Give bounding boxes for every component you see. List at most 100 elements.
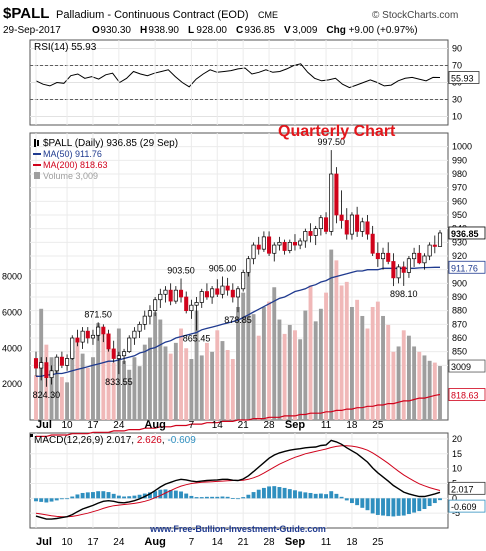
volume-bar <box>199 355 204 420</box>
macd-current-badge <box>448 481 486 495</box>
macd-tick-label: 15 <box>452 449 462 459</box>
macd-histogram-bar <box>44 498 49 503</box>
volume-bar <box>163 346 168 420</box>
macd-tick-label: 10 <box>452 464 462 474</box>
x-tick-label: Sep <box>285 419 305 431</box>
price-tick-label: 990 <box>452 155 467 165</box>
x-tick-label: 11 <box>321 537 332 548</box>
price-annotation: 878.85 <box>224 315 252 325</box>
price-tick-label: 890 <box>452 292 467 302</box>
candle-body <box>33 358 39 369</box>
macd-histogram-bar <box>324 494 328 499</box>
volume-bar <box>324 292 328 420</box>
candle-body <box>44 362 49 378</box>
price-annotation: 865.45 <box>183 334 211 344</box>
macd-histogram-bar <box>406 498 411 515</box>
rsi-tick-label: 30 <box>452 95 462 105</box>
x-tick-label: Aug <box>144 419 165 431</box>
candle-body <box>204 291 209 298</box>
macd-histogram-bar <box>80 492 85 499</box>
macd-legend-icon <box>30 434 33 437</box>
volume-bar <box>406 335 411 420</box>
macd-histogram-bar <box>91 492 95 499</box>
macd-histogram-bar <box>153 491 158 499</box>
volume-bar <box>334 260 339 420</box>
candle-body <box>417 252 422 264</box>
candle-body <box>360 221 365 232</box>
macd-histogram-bar <box>236 498 240 500</box>
candle-body <box>386 252 391 262</box>
volume-bar <box>91 357 95 420</box>
candle-body <box>215 288 220 295</box>
candle-body <box>344 220 349 235</box>
macd-histogram-bar <box>422 498 427 509</box>
volume-bar <box>210 351 215 420</box>
quote-label: H <box>140 25 147 36</box>
volume-bar <box>194 310 199 420</box>
candle-body <box>355 214 360 232</box>
candle-body <box>334 173 339 216</box>
candle-body <box>241 272 246 290</box>
symbol-title: $PALL <box>3 5 49 22</box>
macd-histogram-bar <box>179 491 183 499</box>
volume-bar <box>256 335 261 420</box>
instrument-name: Palladium - Continuous Contract (EOD) <box>56 9 249 21</box>
candle-body <box>194 302 199 306</box>
volume-bar <box>370 306 375 420</box>
price-tick-label: 950 <box>452 210 467 220</box>
price-annotation: 871.50 <box>84 309 112 319</box>
candle-body <box>391 261 396 279</box>
volume-bar <box>241 292 246 420</box>
macd-title-text: MACD(12,26,9) 2.017, 2.626, -0.609 <box>34 435 196 446</box>
quote-label: L <box>188 25 194 36</box>
volume-bar <box>344 281 349 420</box>
candle-body <box>437 232 443 247</box>
macd-tick-label: 20 <box>452 434 462 444</box>
candle-body <box>313 228 318 236</box>
volume-bar <box>225 350 230 420</box>
volume-bar <box>153 312 158 420</box>
volume-bar <box>261 306 266 420</box>
macd-histogram-bar <box>199 497 204 499</box>
rsi-tick-label: 90 <box>452 44 462 54</box>
x-tick-label: Jul <box>36 419 52 431</box>
price-annotation: 997.50 <box>317 137 345 147</box>
price-annotation: 898.10 <box>390 289 418 299</box>
exchange-label: CME <box>258 10 278 20</box>
candle-body <box>132 330 137 339</box>
candle-body <box>287 241 292 251</box>
rsi-chart: 103050709055.93 <box>30 44 480 122</box>
macd-histogram-bar <box>127 496 132 499</box>
volume-bar <box>432 362 437 420</box>
legend-entry: MA(50) 911.76 <box>43 149 102 159</box>
macd-histogram-bar <box>251 492 256 499</box>
candle-body <box>329 173 334 232</box>
legend-volume-icon <box>34 172 40 179</box>
candle-body <box>308 231 313 236</box>
macd-histogram-bar <box>215 496 220 499</box>
price-annotation: 824.30 <box>33 390 61 400</box>
x-tick-label: 14 <box>212 537 224 548</box>
macd-histogram-bar <box>365 498 370 511</box>
price-tick-label: 880 <box>452 306 467 316</box>
macd-chart: -5051015202.017-0.609 <box>30 434 486 520</box>
volume-bar <box>85 367 90 420</box>
candle-body <box>277 241 282 246</box>
rsi-tick-label: 70 <box>452 61 462 71</box>
candle-body <box>298 240 303 246</box>
macd-current-label: 2.017 <box>451 484 474 494</box>
volume-bar <box>267 301 272 420</box>
ma200-current-label: 818.63 <box>451 391 479 401</box>
macd-hist-current-label: -0.609 <box>451 502 477 512</box>
volume-bar <box>277 319 282 420</box>
x-tick-label: 7 <box>189 537 195 548</box>
candle-body <box>137 323 142 332</box>
macd-histogram-bar <box>267 486 272 499</box>
quote-date: 29-Sep-2017 <box>3 25 61 36</box>
macd-histogram-bar <box>65 498 70 500</box>
x-tick-label: 10 <box>62 537 74 548</box>
macd-histogram-bar <box>350 498 354 504</box>
price-legend: $PALL (Daily) 936.85 (29 Sep)MA(50) 911.… <box>33 138 178 181</box>
macd-histogram-bar <box>386 498 391 517</box>
